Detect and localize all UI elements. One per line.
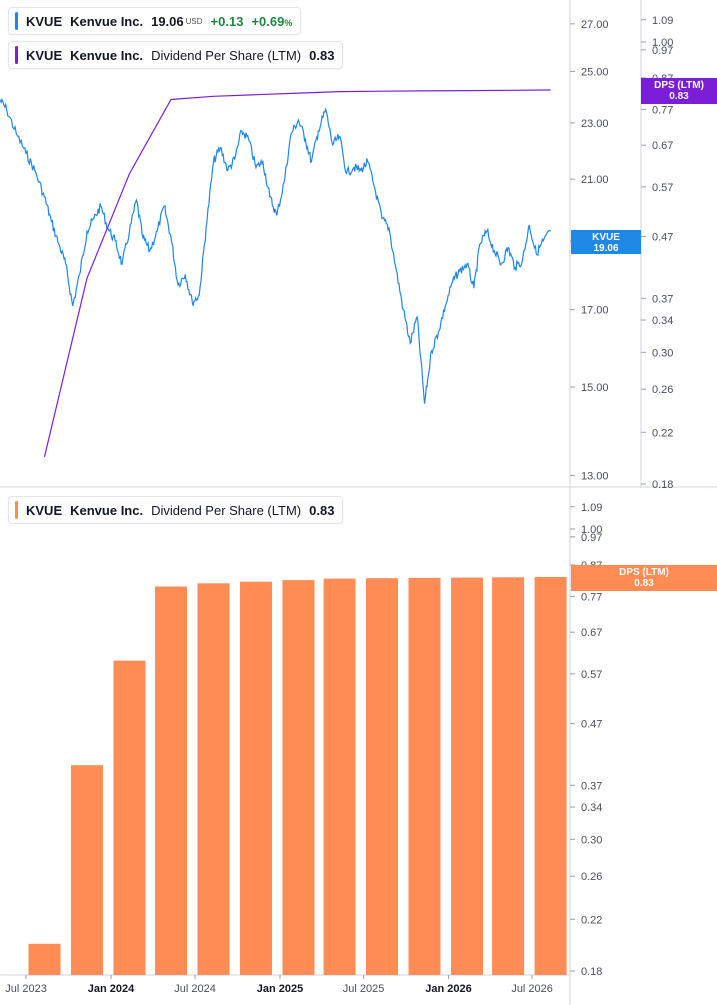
time-axis-tick-label: Jul 2026 [511, 983, 553, 995]
dps-bottom-legend[interactable]: KVUE Kenvue Inc. Dividend Per Share (LTM… [8, 496, 344, 524]
price-legend-company: Kenvue Inc. [70, 13, 144, 29]
time-axis-tick-label: Jan 2026 [425, 983, 471, 995]
price-legend-ticker: KVUE [26, 13, 63, 29]
dps-axis-tick-label: 0.67 [652, 140, 673, 152]
time-axis-tick-label: Jan 2025 [257, 983, 303, 995]
dps-bar [282, 580, 315, 975]
price-axis-tick-label: 21.00 [581, 174, 609, 186]
price-axis-tick-label: 17.00 [581, 305, 609, 317]
dps-top-legend-value: 0.83 [309, 47, 335, 63]
price-legend-swatch [15, 12, 18, 30]
price-tag-label: KVUE [592, 232, 620, 243]
dps-bottom-legend-value: 0.83 [309, 502, 335, 518]
bar-axis-tick-label: 0.77 [581, 591, 602, 603]
dps-top-legend-swatch [15, 46, 18, 64]
dps-bar [534, 577, 567, 975]
price-axis-tick-label: 15.00 [581, 382, 609, 394]
dps-axis-tick-label: 0.57 [652, 182, 673, 194]
price-axis-tick-label: 23.00 [581, 118, 609, 130]
dps-bottom-legend-company: Kenvue Inc. [70, 502, 144, 518]
price-tag-value: 19.06 [593, 243, 619, 254]
price-legend-price: 19.06 [151, 13, 184, 29]
bar-axis-tick-label: 0.18 [581, 966, 602, 978]
dps-top-legend-metric: Dividend Per Share (LTM) [151, 47, 302, 63]
dps-axis-tick-label: 0.97 [652, 45, 673, 57]
dps-axis-tick-label: 1.09 [652, 15, 673, 27]
bar-axis-tick-label: 0.37 [581, 780, 602, 792]
dps-axis-tick-label: 0.26 [652, 384, 673, 396]
dps-axis-tick-label: 0.47 [652, 232, 673, 244]
dps-axis-tick-label: 0.22 [652, 427, 673, 439]
dps-bar [366, 578, 398, 975]
bar-axis-tick-label: 0.34 [581, 802, 602, 814]
dps-bottom-last-value-tag: DPS (LTM) 0.83 [571, 565, 717, 591]
dps-bar [113, 660, 146, 975]
dps-bar [71, 765, 103, 975]
price-legend[interactable]: KVUE Kenvue Inc. 19.06 USD +0.13 +0.69% [8, 7, 302, 35]
price-legend-currency: USD [185, 16, 203, 26]
dps-axis-tick-label: 0.77 [652, 104, 673, 116]
dps-bar [408, 577, 441, 975]
time-axis-tick-label: Jul 2023 [5, 983, 47, 995]
dps-bar [28, 943, 61, 975]
price-legend-change-pct-value: +0.69 [251, 13, 285, 29]
dps-bottom-tag-label: DPS (LTM) [619, 567, 669, 578]
dps-bottom-legend-ticker: KVUE [26, 502, 63, 518]
dps-axis-tick-label: 0.37 [652, 293, 673, 305]
dps-top-legend-company: Kenvue Inc. [70, 47, 144, 63]
bar-axis-tick-label: 0.57 [581, 669, 602, 681]
bar-axis-tick-label: 0.26 [581, 871, 602, 883]
dps-axis-tick-label: 1.00 [652, 37, 673, 49]
dps-top-tag-value: 0.83 [669, 91, 689, 102]
time-axis-tick-label: Jul 2024 [174, 983, 216, 995]
dps-top-legend-ticker: KVUE [26, 47, 63, 63]
bar-axis-tick-label: 0.67 [581, 627, 602, 639]
price-legend-change-pct: +0.69% [251, 14, 292, 29]
dps-axis-tick-label: 0.34 [652, 315, 673, 327]
bar-axis-tick-label: 0.47 [581, 719, 602, 731]
time-axis-tick-label: Jul 2025 [343, 983, 385, 995]
dps-bottom-legend-swatch [15, 501, 18, 519]
price-last-value-tag: KVUE 19.06 [571, 230, 641, 254]
price-axis-tick-label: 27.00 [581, 19, 609, 31]
dps-axis-tick-label: 0.18 [652, 479, 673, 491]
dps-bar [492, 577, 525, 975]
bar-axis-tick-label: 0.30 [581, 834, 602, 846]
dps-line [43, 89, 551, 457]
price-legend-pct-sign: % [284, 17, 293, 28]
dps-bar [323, 578, 356, 975]
price-legend-change: +0.13 [210, 13, 244, 29]
dps-top-legend[interactable]: KVUE Kenvue Inc. Dividend Per Share (LTM… [8, 41, 344, 69]
dps-top-last-value-tag: DPS (LTM) 0.83 [641, 78, 717, 104]
dps-bar [155, 586, 187, 975]
time-axis-tick-label: Jan 2024 [88, 983, 135, 995]
price-axis-tick-label: 13.00 [581, 470, 609, 482]
price-axis-tick-label: 25.00 [581, 66, 609, 78]
dps-top-tag-label: DPS (LTM) [654, 80, 704, 91]
dps-bar [197, 583, 230, 975]
dps-bar [451, 577, 483, 975]
bar-axis-tick-label: 1.09 [581, 502, 602, 514]
dps-axis-tick-label: 0.30 [652, 347, 673, 359]
dps-bar [240, 581, 272, 975]
dps-bottom-tag-value: 0.83 [634, 578, 654, 589]
bar-axis-tick-label: 1.00 [581, 524, 602, 536]
price-line [0, 97, 551, 404]
bar-axis-tick-label: 0.97 [581, 532, 602, 544]
dps-bottom-legend-metric: Dividend Per Share (LTM) [151, 502, 302, 518]
bar-axis-tick-label: 0.22 [581, 914, 602, 926]
